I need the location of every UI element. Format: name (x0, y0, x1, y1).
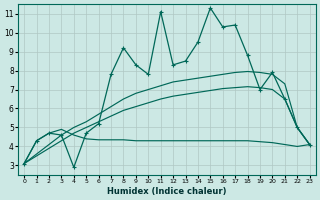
X-axis label: Humidex (Indice chaleur): Humidex (Indice chaleur) (107, 187, 227, 196)
